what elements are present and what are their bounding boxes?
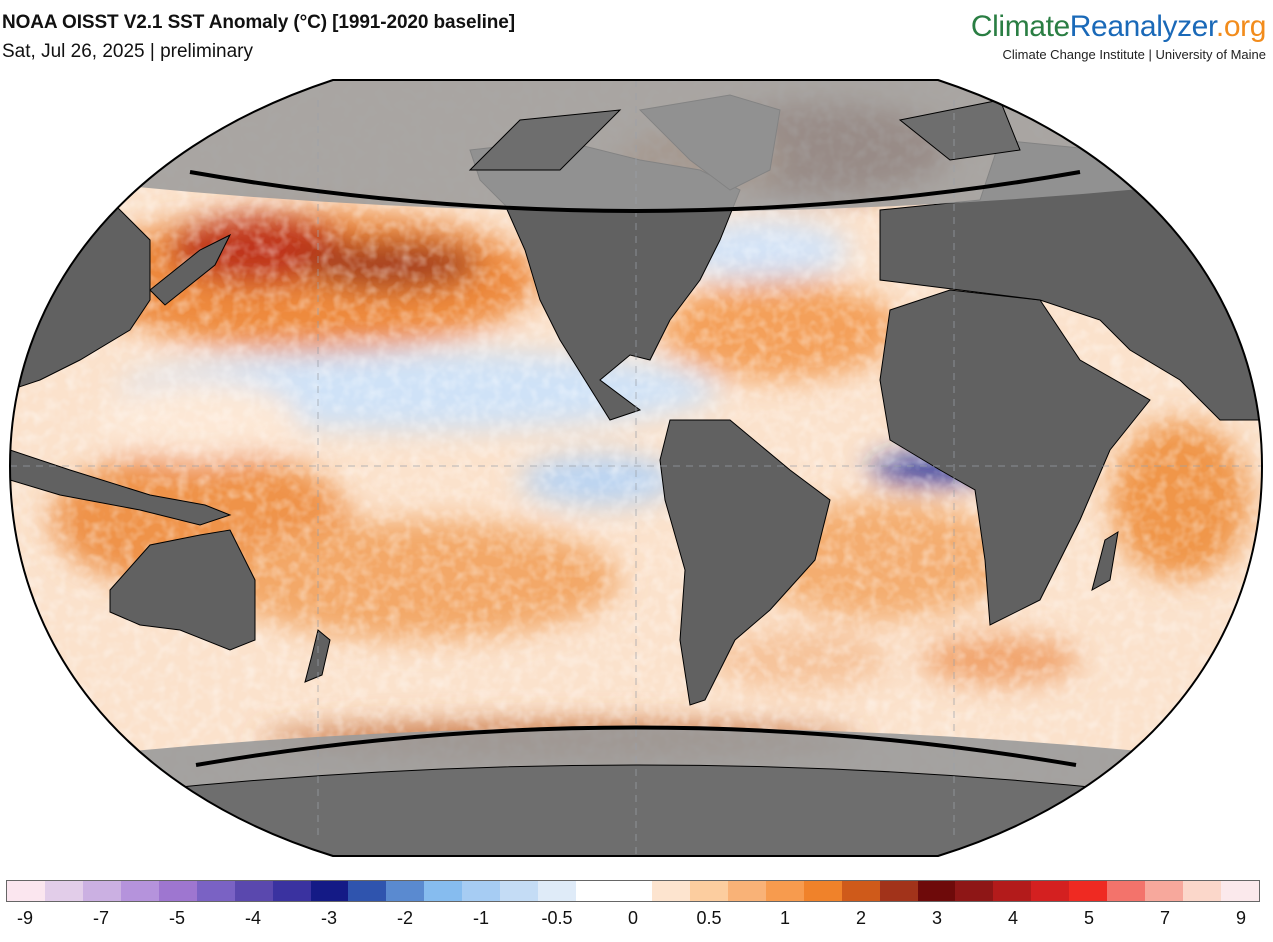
brand-logo[interactable]: ClimateReanalyzer.org Climate Change Ins…	[971, 10, 1266, 62]
map-frame	[8, 79, 1264, 857]
legend-swatch	[310, 881, 349, 901]
legend-swatch	[348, 881, 387, 901]
legend-swatch	[1145, 881, 1184, 901]
legend-swatch	[955, 881, 994, 901]
legend-swatch	[1183, 881, 1221, 901]
indonesia	[10, 449, 232, 526]
legend-swatch	[803, 881, 842, 901]
madagascar	[1091, 530, 1119, 592]
legend-tick-label: 3	[931, 908, 943, 928]
legend-swatch	[614, 881, 652, 901]
legend-tick-label: -1	[472, 908, 490, 928]
legend-swatch	[7, 881, 45, 901]
legend-swatch	[272, 881, 311, 901]
legend-tick-label: -4	[244, 908, 262, 928]
brand-wordmark-climate: Climate	[970, 10, 1070, 43]
world-map-svg	[8, 79, 1264, 857]
legend-swatch	[689, 881, 728, 901]
map-title: NOAA OISST V2.1 SST Anomaly (°C) [1991-2…	[2, 12, 515, 33]
legend-tick-label: 0.5	[696, 908, 722, 928]
legend-swatch	[462, 881, 501, 901]
legend-tick-label: -0.5	[541, 908, 573, 928]
legend-tick-label: -7	[92, 908, 110, 928]
legend-swatch	[1107, 881, 1146, 901]
legend-tick-label: 0	[627, 908, 639, 928]
legend-swatch	[82, 881, 121, 901]
legend-swatch	[1069, 881, 1108, 901]
brand-wordmark: ClimateReanalyzer.org	[971, 10, 1266, 44]
northern-cutoff-line	[189, 170, 1081, 213]
legend-swatch	[917, 881, 956, 901]
legend-swatch	[386, 881, 425, 901]
legend-tick-label: 5	[1083, 908, 1095, 928]
new-zealand	[304, 629, 331, 683]
graticule	[10, 80, 1262, 856]
southern-cutoff-line	[195, 725, 1077, 767]
legend-swatch	[576, 881, 614, 901]
legend-swatch	[234, 881, 273, 901]
brand-wordmark-reanalyzer: Reanalyzer	[1069, 10, 1216, 43]
sst-anomaly-map[interactable]	[0, 0, 1273, 875]
south-america	[659, 419, 831, 706]
africa	[879, 289, 1151, 626]
legend-swatch	[841, 881, 880, 901]
legend-swatch	[120, 881, 159, 901]
color-legend	[6, 880, 1260, 902]
legend-swatch	[993, 881, 1032, 901]
legend-tick-label: 1	[779, 908, 791, 928]
legend-swatch	[765, 881, 804, 901]
map-date-subtitle: Sat, Jul 26, 2025 | preliminary	[2, 41, 254, 62]
legend-swatch	[500, 881, 539, 901]
arctic-land	[468, 99, 1021, 171]
legend-tick-label: 9	[1235, 908, 1247, 928]
legend-swatch	[424, 881, 463, 901]
australia	[109, 529, 256, 651]
legend-swatch	[538, 881, 577, 901]
legend-tick-label: 2	[855, 908, 867, 928]
legend-tick-label: -2	[396, 908, 414, 928]
legend-swatch	[1031, 881, 1070, 901]
legend-tick-label: 7	[1159, 908, 1171, 928]
legend-tick-label: 4	[1007, 908, 1019, 928]
legend-ticks: -9 -7 -5 -4 -3 -2 -1 -0.5 0 0.5 1 2 3 4 5 7 9	[6, 908, 1260, 932]
legend-swatch	[727, 881, 766, 901]
legend-tick-label: -3	[320, 908, 338, 928]
brand-tagline: Climate Change Institute | University of…	[1002, 47, 1267, 62]
legend-swatch	[196, 881, 235, 901]
brand-wordmark-org: .org	[1215, 10, 1267, 43]
legend-swatch	[1221, 881, 1259, 901]
legend-tick-label: -5	[168, 908, 186, 928]
legend-tick-label: -9	[16, 908, 34, 928]
legend-swatch	[651, 881, 690, 901]
japan	[149, 233, 232, 306]
legend-swatch	[44, 881, 83, 901]
antarctica	[149, 764, 1121, 856]
legend-swatch	[158, 881, 197, 901]
legend-swatch	[879, 881, 918, 901]
